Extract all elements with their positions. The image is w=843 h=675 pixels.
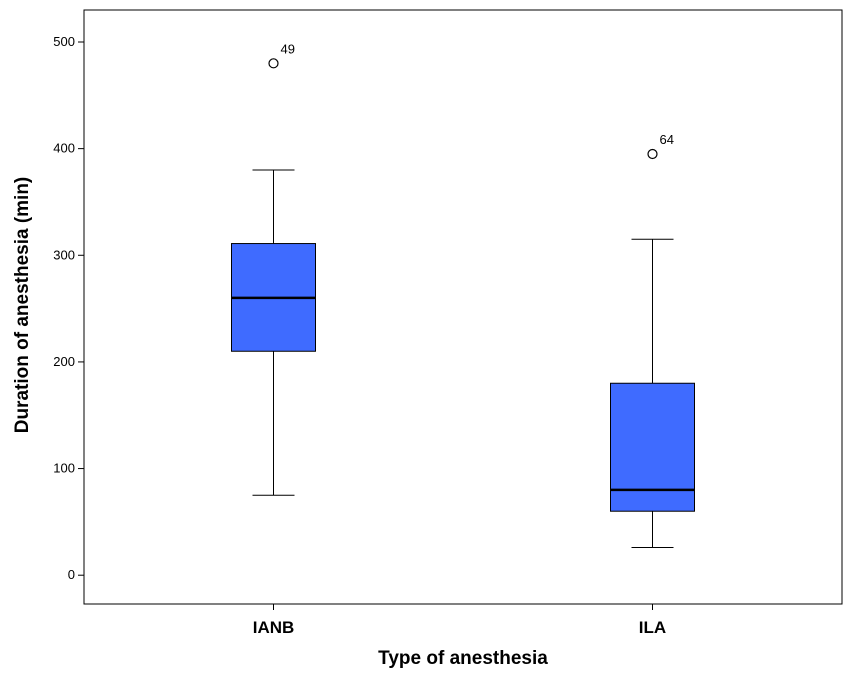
x-axis-title: Type of anesthesia: [378, 648, 548, 669]
x-category-label: ILA: [639, 618, 666, 637]
outlier-label: 64: [660, 132, 674, 147]
y-tick-label: 500: [53, 34, 75, 49]
outlier-label: 49: [281, 41, 295, 56]
y-tick-label: 0: [68, 567, 75, 582]
y-tick-label: 300: [53, 247, 75, 262]
x-category-label: IANB: [253, 618, 295, 637]
y-tick-label: 200: [53, 354, 75, 369]
plot-frame: [84, 10, 842, 604]
plot-area: 0 100 200 300 400 500 IANB 49 ILA 64: [53, 10, 842, 637]
iqr-box: [611, 383, 695, 511]
y-tick-label: 400: [53, 141, 75, 156]
y-tick-label: 100: [53, 461, 75, 476]
outlier-point: [269, 59, 278, 68]
y-axis-title: Duration of anesthesia (min): [12, 177, 33, 434]
outlier-point: [648, 149, 657, 158]
